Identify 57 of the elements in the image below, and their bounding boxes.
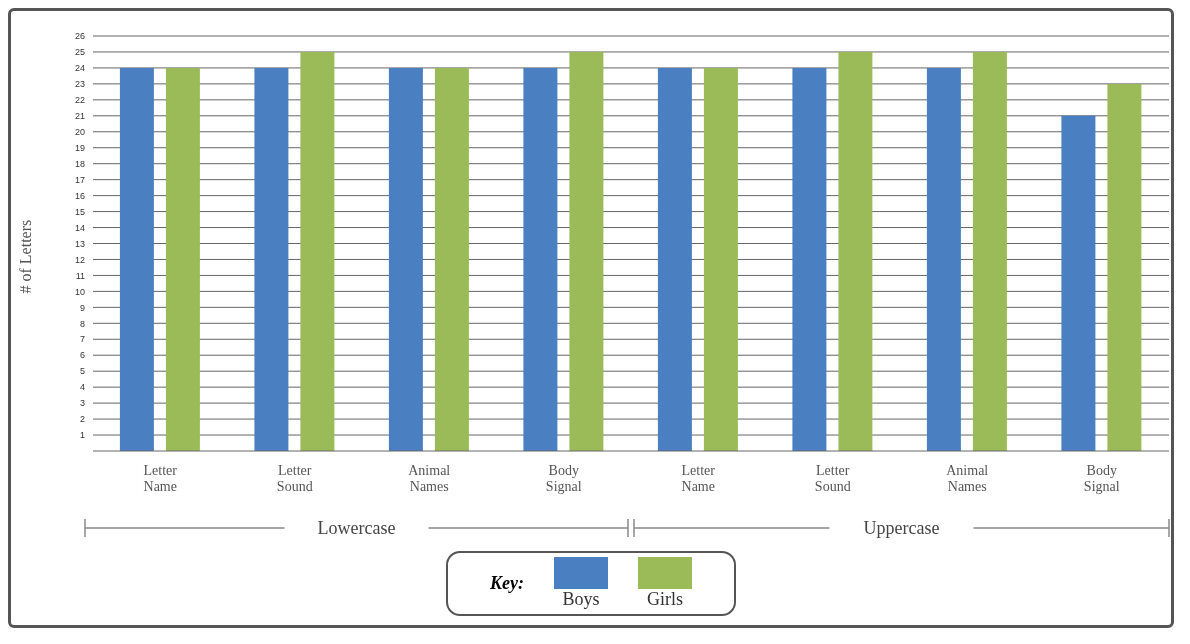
bar <box>1107 83 1142 451</box>
x-tick-label: Letter Name <box>681 463 716 494</box>
x-tick-label: Animal Names <box>946 463 989 494</box>
x-tick-label: Letter Sound <box>814 463 851 494</box>
legend-title: Key: <box>490 573 524 594</box>
y-tick-label: 5 <box>79 366 85 377</box>
y-tick-label: 1 <box>79 430 85 441</box>
legend-label: Boys <box>562 589 600 610</box>
bar <box>165 67 200 451</box>
y-axis-title: # of Letters <box>16 219 34 294</box>
x-tick-label: Body Signal <box>545 463 582 494</box>
y-tick-label: 10 <box>74 286 85 297</box>
y-tick-label: 8 <box>79 318 85 329</box>
bar <box>792 67 827 451</box>
bar <box>523 67 558 451</box>
y-tick-label: 25 <box>74 47 85 58</box>
bar <box>388 67 423 451</box>
y-tick-label: 24 <box>74 63 85 74</box>
text: Lowercase <box>317 518 396 538</box>
x-tick-label: Letter Sound <box>276 463 313 494</box>
y-tick-label: 16 <box>74 190 85 201</box>
legend-label: Girls <box>646 589 683 610</box>
bar <box>972 51 1007 451</box>
y-tick-label: 20 <box>74 126 85 137</box>
bar <box>434 67 469 451</box>
y-tick-label: 4 <box>79 382 85 393</box>
y-tick-label: 15 <box>74 206 85 217</box>
y-tick-label: 19 <box>74 142 85 153</box>
y-tick-label: 17 <box>74 174 85 185</box>
y-tick-label: 2 <box>79 414 85 425</box>
x-tick-label: Letter Name <box>143 463 178 494</box>
y-tick-label: 9 <box>79 302 85 313</box>
y-tick-label: 21 <box>74 111 85 121</box>
y-tick-label: 7 <box>79 334 85 345</box>
x-tick-label: Animal Names <box>408 463 451 494</box>
bar <box>1061 115 1096 451</box>
frame: Letter Name Letter Sound Animal Names Body Signal Letter Name Letter Sound Animal Names Body Signal 1 2 3 4 5 6 7 8 9 10 11 12 13 14 15 16 17 18 19 20 21 22 23 24 25 26 # of Letters Lowercase Uppercase Key: Boys Girls <box>8 8 1174 628</box>
y-tick-label: 14 <box>74 222 85 233</box>
y-tick-label: 22 <box>74 95 85 106</box>
y-tick-label: 26 <box>74 31 85 42</box>
y-tick-label: 6 <box>79 350 85 361</box>
y-tick-label: 18 <box>74 158 85 169</box>
text: Uppercase <box>863 518 940 538</box>
y-tick-label: 11 <box>75 270 85 281</box>
bar <box>838 51 873 451</box>
bar <box>254 67 289 451</box>
x-tick-label: Body Signal <box>1083 463 1120 494</box>
y-tick-label: 23 <box>74 79 85 90</box>
bar <box>657 67 692 451</box>
y-tick-label: 3 <box>79 398 85 409</box>
bar <box>926 67 961 451</box>
y-tick-label: 12 <box>74 254 85 265</box>
y-tick-label: 13 <box>74 238 85 249</box>
bar <box>569 51 604 451</box>
bar <box>300 51 335 451</box>
bar <box>119 67 154 451</box>
bar <box>703 67 738 451</box>
